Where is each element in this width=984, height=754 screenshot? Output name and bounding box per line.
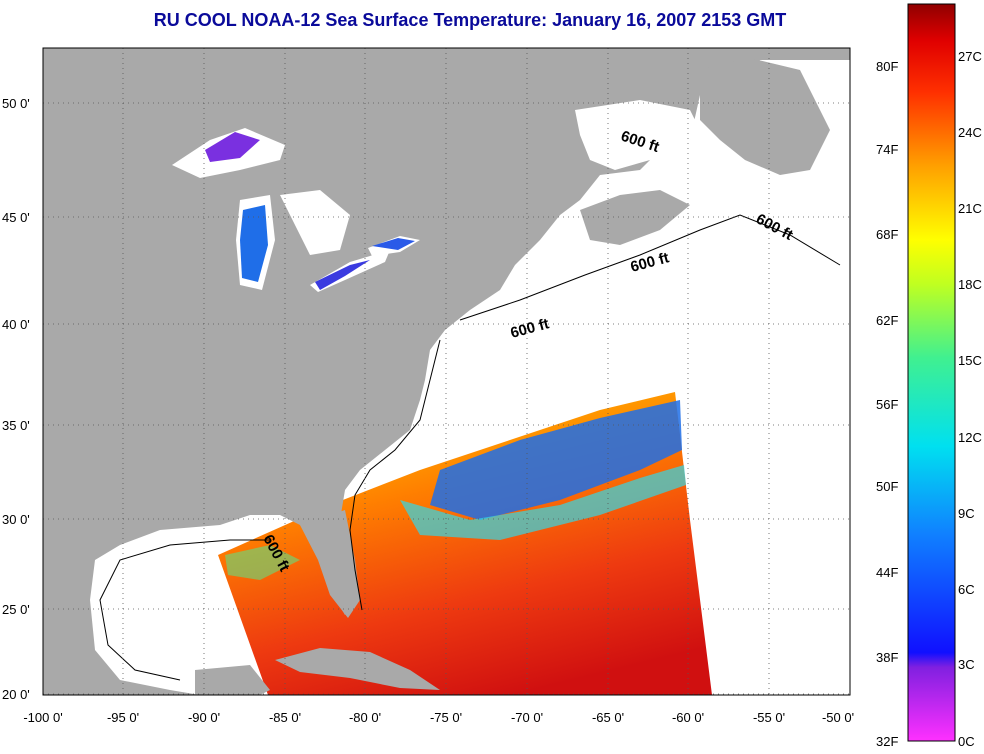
lake-huron — [280, 190, 350, 255]
cbar-f-62: 62F — [876, 313, 898, 328]
lake-erie-cold — [315, 260, 370, 290]
lon-label-75: -75 0' — [430, 710, 462, 725]
cbar-c-0: 0C — [958, 734, 975, 749]
lat-label-30: 30 0' — [2, 512, 30, 527]
map-frame — [42, 47, 851, 696]
yucatan — [195, 665, 270, 695]
lon-label-70: -70 0' — [511, 710, 543, 725]
contour-600ft-north — [459, 214, 841, 321]
contour-600ft-gulf — [99, 539, 270, 681]
lake-michigan-cold — [240, 205, 268, 282]
cbar-c-24: 24C — [958, 125, 982, 140]
cuba — [275, 648, 440, 690]
nova-scotia — [580, 190, 690, 245]
lon-label-55: -55 0' — [753, 710, 785, 725]
lat-label-35: 35 0' — [2, 418, 30, 433]
lon-label-85: -85 0' — [269, 710, 301, 725]
lat-label-50: 50 0' — [2, 96, 30, 111]
cbar-c-15: 15C — [958, 353, 982, 368]
lat-label-40: 40 0' — [2, 317, 30, 332]
cbar-f-80: 80F — [876, 59, 898, 74]
sst-green-patch — [225, 545, 300, 580]
lon-label-65: -65 0' — [592, 710, 624, 725]
colorbar — [907, 3, 956, 742]
florida — [300, 510, 360, 618]
cbar-f-44: 44F — [876, 565, 898, 580]
lat-label-20: 20 0' — [2, 687, 30, 702]
cbar-c-18: 18C — [958, 277, 982, 292]
sst-cool-band — [430, 400, 682, 520]
sst-cyan-band — [400, 465, 686, 540]
lon-label-95: -95 0' — [107, 710, 139, 725]
cbar-c-9: 9C — [958, 506, 975, 521]
cbar-c-21: 21C — [958, 201, 982, 216]
cbar-c-12: 12C — [958, 430, 982, 445]
lat-label-25: 25 0' — [2, 602, 30, 617]
lon-label-90: -90 0' — [188, 710, 220, 725]
cbar-c-6: 6C — [958, 582, 975, 597]
cbar-f-32: 32F — [876, 734, 898, 749]
lat-label-45: 45 0' — [2, 210, 30, 225]
cbar-f-74: 74F — [876, 142, 898, 157]
cbar-f-56: 56F — [876, 397, 898, 412]
lon-label-60: -60 0' — [672, 710, 704, 725]
lake-superior-cold — [205, 132, 260, 162]
lake-ontario-cold — [372, 238, 415, 250]
cbar-c-3: 3C — [958, 657, 975, 672]
map-title: RU COOL NOAA-12 Sea Surface Temperature:… — [153, 10, 787, 30]
lon-label-80: -80 0' — [349, 710, 381, 725]
contour-600ft-south — [349, 339, 441, 611]
newfoundland — [700, 58, 830, 175]
cbar-c-27: 27C — [958, 49, 982, 64]
lon-label-50: -50 0' — [822, 710, 854, 725]
gulf-st-lawrence — [575, 100, 700, 170]
lon-label-100: -100 0' — [23, 710, 62, 725]
cbar-f-38: 38F — [876, 650, 898, 665]
cbar-f-68: 68F — [876, 227, 898, 242]
cbar-f-50: 50F — [876, 479, 898, 494]
